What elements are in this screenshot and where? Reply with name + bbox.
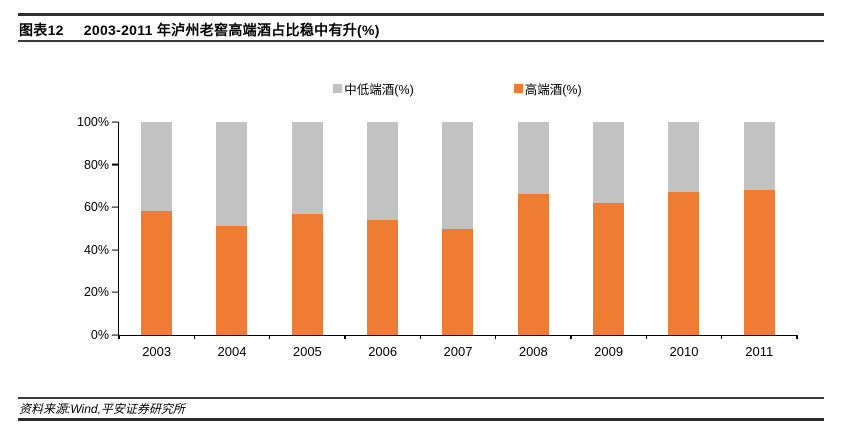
x-axis-tick [419,335,421,339]
x-axis-label: 2009 [594,344,624,359]
bar-segment-midlow [141,122,173,212]
bar-segment-midlow [593,122,625,203]
bar-column-2003: 2003 [119,122,194,359]
bar-column-2006: 2006 [345,122,420,359]
x-axis-label: 2011 [745,344,774,359]
y-axis-tick-label: 60% [83,200,109,215]
x-axis-label: 2004 [217,344,247,359]
bar-segment-midlow [291,122,323,214]
bar-column-2005: 2005 [270,122,345,359]
source-divider-rule [18,397,824,399]
figure-title: 图表12 2003-2011 年泸州老窖高端酒占比稳中有升(%) [19,20,380,40]
bar-segment-midlow [367,122,399,220]
x-axis-label: 2008 [518,344,548,359]
figure-number-label: 图表12 [19,22,64,38]
bar-segment-highend [517,194,549,335]
chart-legend: 中低端酒(%) 高端酒(%) [118,79,797,98]
x-axis-tick [193,335,195,339]
y-axis-tick-label: 0% [90,328,109,342]
bar-column-2008: 2008 [496,122,571,359]
bar-segment-midlow [668,122,700,193]
stacked-bar [367,122,399,335]
bar-segment-highend [216,226,248,335]
bar-segment-highend [593,202,625,335]
x-axis-label: 2010 [669,344,699,359]
bar-segment-midlow [517,122,549,195]
stacked-bar [593,122,625,335]
y-axis-tick-label: 40% [83,242,109,257]
legend-item-midlow: 中低端酒(%) [333,79,414,98]
bar-column-2009: 2009 [571,122,646,359]
plot-area: 2003 2004 2005 2006 2007 2008 2009 2010 2011 [119,122,797,359]
bar-segment-highend [442,228,474,335]
bar-segment-highend [367,219,399,335]
legend-item-highend: 高端酒(%) [513,79,582,98]
x-axis-tick [645,335,647,339]
bottom-rule [18,418,824,421]
x-axis-tick [118,335,120,339]
bar-segment-midlow [743,122,775,191]
x-axis-tick [570,335,572,339]
top-rule [18,13,824,16]
stacked-bar [141,122,173,335]
stacked-bar [216,122,248,335]
legend-swatch-midlow [333,84,343,93]
y-axis-tick-label: 20% [83,285,109,300]
y-axis-tick [112,164,118,166]
stacked-bar-chart: 2003 2004 2005 2006 2007 2008 2009 2010 2011 0% 2… [77,115,798,359]
stacked-bar [743,122,775,335]
bar-segment-midlow [442,122,474,229]
stacked-bar [442,122,474,335]
bar-segment-highend [668,192,700,335]
bar-column-2011: 2011 [722,122,797,359]
bar-column-2007: 2007 [420,122,495,359]
bar-column-2010: 2010 [646,122,721,359]
y-axis-tick [112,249,118,251]
stacked-bar [668,122,700,335]
figure-title-text: 2003-2011 年泸州老窖高端酒占比稳中有升(%) [83,22,380,38]
x-axis-label: 2007 [443,344,473,359]
x-axis-tick [495,335,497,339]
y-axis-tick [112,206,118,208]
source-note: 资料来源:Wind,平安证券研究所 [19,402,185,416]
y-axis-tick [112,291,118,293]
stacked-bar [517,122,549,335]
bar-segment-midlow [216,122,248,227]
y-axis-tick [112,334,118,336]
bar-column-2004: 2004 [194,122,269,359]
bar-segment-highend [291,213,323,335]
y-axis-tick [112,121,118,123]
bar-segment-highend [141,211,173,335]
x-axis-tick [721,335,723,339]
y-axis-tick-label: 80% [83,157,109,172]
bar-segment-highend [743,190,775,335]
x-axis-tick [796,335,798,339]
legend-label-midlow: 中低端酒(%) [344,83,414,97]
y-axis-tick-label: 100% [77,115,109,129]
x-axis-label: 2003 [142,344,172,359]
x-axis-tick [344,335,346,339]
legend-label-highend: 高端酒(%) [524,83,582,97]
x-axis-tick [269,335,271,339]
legend-swatch-highend [513,84,523,93]
x-axis-label: 2006 [368,344,398,359]
x-axis-label: 2005 [292,344,322,359]
stacked-bar [291,122,323,335]
title-divider-rule [18,40,824,42]
